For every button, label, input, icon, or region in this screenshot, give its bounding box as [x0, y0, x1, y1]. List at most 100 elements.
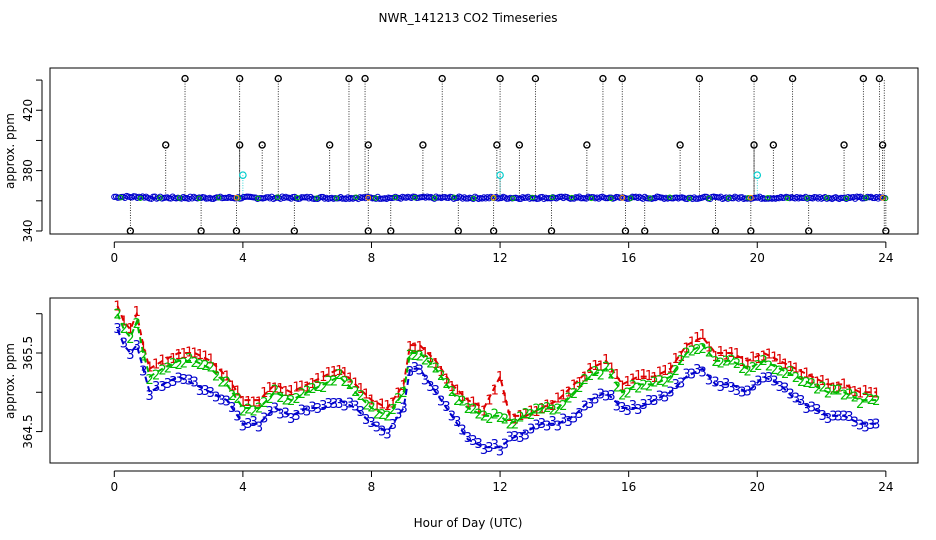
series-3-marker: 3: [711, 376, 719, 391]
bottom-y-axis: 364.5 365.5: [21, 313, 43, 449]
bottom-x-tick-label: 0: [110, 480, 118, 494]
series-3-marker: 3: [575, 407, 583, 422]
series-2-marker: 2: [421, 354, 429, 369]
series-2-marker: 2: [164, 362, 172, 377]
bottom-x-axis: 0 4 8 12 16 20 24: [110, 470, 893, 494]
spike-point: [641, 227, 649, 235]
series-2-marker: 2: [818, 381, 826, 396]
series-3-marker: 3: [158, 380, 166, 395]
spike-point: [126, 227, 135, 235]
series-1-marker: 1: [292, 381, 300, 396]
series-3-marker: 3: [581, 399, 589, 414]
series-2-marker: 2: [308, 382, 316, 397]
x-axis-label: Hour of Day (UTC): [414, 516, 523, 530]
series-1-marker: 1: [233, 384, 241, 399]
series-2-marker: 2: [656, 374, 664, 389]
baseline-green-point: [372, 195, 379, 201]
series-2-marker: 2: [389, 403, 397, 418]
spike-point: [197, 227, 205, 235]
series-3-marker: 3: [532, 419, 540, 434]
series-2-marker: 2: [113, 308, 121, 323]
baseline-green-point: [529, 194, 536, 201]
series-3-marker: 3: [373, 421, 381, 436]
baseline-green-point: [294, 194, 300, 201]
series-3-marker: 3: [776, 380, 784, 395]
series-1-marker: 1: [152, 358, 160, 373]
series-3-marker: 3: [146, 389, 154, 404]
series-1-marker: 1: [217, 367, 225, 382]
series-3-marker: 3: [698, 366, 706, 381]
series-3-marker: 3: [458, 423, 466, 438]
series-2-marker: 2: [126, 332, 134, 347]
series-2-marker: 2: [835, 384, 843, 399]
series-1-marker: 1: [613, 368, 621, 383]
series-3-marker: 3: [308, 401, 316, 416]
bottom-data-marks: 1111111111111111111111111111111111111111…: [113, 299, 880, 459]
series-3-marker: 3: [861, 420, 869, 435]
spike-point: [599, 74, 607, 83]
series-2-marker: 2: [845, 388, 853, 403]
series-2-marker: 2: [448, 385, 456, 400]
series-1-marker: 1: [324, 366, 332, 381]
spike-point: [618, 74, 626, 83]
spike-point: [387, 227, 395, 235]
series-1-marker: 1: [496, 370, 504, 385]
series-1-marker: 1: [298, 379, 306, 394]
series-3-marker: 3: [765, 371, 773, 386]
series-2-marker: 2: [872, 394, 880, 409]
series-1-marker: 1: [389, 397, 397, 412]
series-3-marker: 3: [298, 403, 306, 418]
series-2-marker: 2: [738, 362, 746, 377]
series-2-marker: 2: [554, 402, 562, 417]
spike-point: [364, 227, 372, 235]
series-3-marker: 3: [314, 402, 322, 417]
series-1-marker: 1: [341, 366, 349, 381]
series-1-marker: 1: [618, 379, 626, 394]
series-2-marker: 2: [516, 411, 524, 426]
bottom-y-tick-label: 365.5: [21, 336, 35, 370]
series-1-marker: 1: [506, 410, 514, 425]
series-1-marker: 1: [335, 364, 343, 379]
series-2-marker: 2: [727, 354, 735, 369]
series-1-marker: 1: [126, 322, 134, 337]
spike-point: [750, 74, 758, 83]
series-2-marker: 2: [442, 377, 450, 392]
series-3-marker: 3: [840, 410, 848, 425]
series-1-marker: 1: [688, 336, 696, 351]
series-3-marker: 3: [255, 420, 263, 435]
series-2-marker: 2: [298, 387, 306, 402]
spike-point: [711, 227, 720, 235]
spike-point: [804, 227, 813, 235]
series-2-marker: 2: [406, 348, 414, 363]
baseline-green-point: [157, 195, 163, 201]
spike-point: [695, 74, 704, 83]
baseline-point: [641, 193, 648, 200]
series-3-marker: 3: [559, 413, 567, 428]
series-1-marker: 1: [357, 382, 365, 397]
series-2-marker: 2: [266, 392, 274, 407]
series-1-marker: 1: [808, 373, 816, 388]
baseline-point: [319, 193, 327, 201]
baseline-green-point: [765, 194, 771, 201]
baseline-green-point: [784, 195, 791, 201]
series-2-marker: 2: [722, 355, 730, 370]
series-2-marker: 2: [480, 409, 488, 424]
series-3-marker: 3: [818, 409, 826, 424]
baseline-green-point: [118, 194, 124, 201]
series-3-marker: 3: [754, 375, 762, 390]
series-1-marker: 1: [421, 346, 429, 361]
spike-point: [769, 141, 778, 149]
series-3-marker: 3: [705, 374, 713, 389]
series-1-marker: 1: [249, 396, 257, 411]
series-3-marker: 3: [120, 337, 128, 352]
series-1-marker: 1: [581, 370, 589, 385]
series-1-marker: 1: [469, 396, 477, 411]
series-2-marker: 2: [501, 413, 509, 428]
baseline-green-point: [137, 195, 144, 201]
series-3-marker: 3: [618, 401, 626, 416]
series-2-marker: 2: [217, 375, 225, 390]
baseline-green-point: [451, 194, 457, 201]
series-2-marker: 2: [303, 385, 311, 400]
series-2-marker: 2: [591, 365, 599, 380]
series-3-marker: 3: [640, 398, 648, 413]
